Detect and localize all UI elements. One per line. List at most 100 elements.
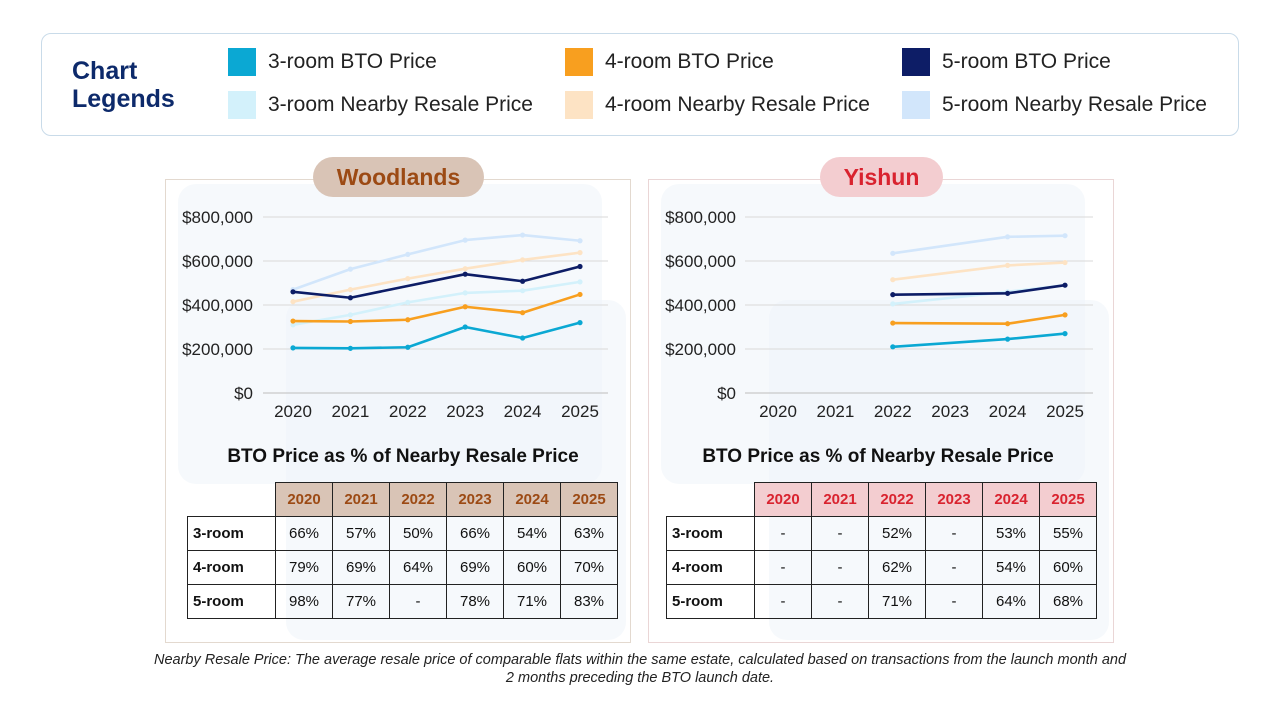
data-point: [1005, 262, 1011, 268]
table-cell: -: [754, 584, 812, 619]
data-point: [577, 238, 583, 244]
data-point: [520, 257, 526, 263]
table-year-header: 2024: [982, 482, 1040, 517]
data-point: [520, 335, 526, 341]
data-point: [520, 278, 526, 284]
data-point: [347, 318, 353, 325]
x-tick-label: 2021: [331, 402, 369, 421]
x-tick-label: 2023: [931, 402, 969, 421]
data-point: [405, 251, 411, 257]
table-row: 3-room 66% 57% 50% 66% 54% 63%: [187, 516, 618, 551]
legend-item-5room-bto: 5-room BTO Price: [902, 48, 1111, 76]
data-point: [890, 301, 896, 307]
data-point: [1005, 234, 1011, 240]
table-cell: 68%: [1039, 584, 1097, 619]
woodlands-percent-table: 2020 2021 2022 2023 2024 2025 3-room 66% 57% 50% 6…: [187, 482, 618, 619]
table-year-header: 2020: [754, 482, 812, 517]
chart-legend: Chart Legends 3-room BTO Price 3-room Ne…: [41, 33, 1239, 136]
table-row: 4-room 79% 69% 64% 69% 60% 70%: [187, 550, 618, 585]
data-point: [1062, 331, 1068, 337]
data-point: [890, 292, 896, 298]
data-point: [890, 344, 896, 350]
data-point: [405, 344, 411, 350]
table-cell: 79%: [275, 550, 333, 585]
data-point: [520, 232, 526, 238]
table-cell: 60%: [503, 550, 561, 585]
series-line: [292, 251, 581, 303]
table-year-header: 2022: [868, 482, 926, 517]
y-tick-label: $800,000: [665, 208, 736, 227]
y-tick-label: $0: [717, 384, 736, 403]
data-point: [462, 290, 468, 296]
footnote: Nearby Resale Price: The average resale …: [153, 652, 1127, 686]
data-point: [290, 299, 296, 305]
x-tick-label: 2024: [989, 402, 1027, 421]
table-cell: -: [925, 516, 983, 551]
table-cell: -: [811, 516, 869, 551]
data-point: [462, 271, 468, 277]
legend-swatch: [902, 48, 930, 76]
table-row-label: 5-room: [666, 584, 755, 619]
table-cell: 71%: [868, 584, 926, 619]
legend-label: 4-room BTO Price: [605, 50, 774, 73]
data-point: [577, 279, 583, 285]
legend-label: 5-room Nearby Resale Price: [942, 93, 1207, 116]
y-tick-label: $200,000: [182, 340, 253, 359]
legend-swatch: [228, 91, 256, 119]
data-point: [462, 324, 468, 330]
y-tick-label: $400,000: [182, 296, 253, 315]
table-year-header: 2022: [389, 482, 447, 517]
data-point: [347, 287, 353, 293]
table-cell: 70%: [560, 550, 618, 585]
series-line: [292, 321, 581, 350]
table-year-header: 2021: [811, 482, 869, 517]
table-cell: 77%: [332, 584, 390, 619]
yishun-table-title: BTO Price as % of Nearby Resale Price: [702, 446, 1054, 467]
table-year-header: 2023: [446, 482, 504, 517]
series-line: [892, 313, 1066, 326]
series-line: [292, 233, 581, 291]
data-point: [405, 276, 411, 282]
y-tick-label: $400,000: [665, 296, 736, 315]
y-tick-label: $0: [234, 384, 253, 403]
y-tick-label: $600,000: [182, 252, 253, 271]
y-tick-label: $800,000: [182, 208, 253, 227]
data-point: [347, 295, 353, 301]
data-point: [347, 312, 353, 318]
data-point: [577, 263, 583, 270]
legend-item-4room-bto: 4-room BTO Price: [565, 48, 774, 76]
data-point: [462, 266, 468, 272]
x-tick-label: 2020: [274, 402, 312, 421]
legend-item-3room-resale: 3-room Nearby Resale Price: [228, 91, 533, 119]
table-row: 5-room 98% 77% -78% 71% 83%: [187, 584, 618, 619]
data-point: [290, 345, 296, 351]
table-year-header: 2021: [332, 482, 390, 517]
series-line: [892, 283, 1066, 296]
yishun-title: Yishun: [820, 157, 943, 197]
data-point: [890, 277, 896, 283]
data-point: [405, 299, 411, 305]
data-point: [1062, 312, 1068, 318]
x-tick-label: 2025: [1046, 402, 1084, 421]
table-cell: -: [754, 550, 812, 585]
table-row-label: 4-room: [666, 550, 755, 585]
table-cell: 98%: [275, 584, 333, 619]
x-tick-label: 2023: [446, 402, 484, 421]
table-cell: 66%: [446, 516, 504, 551]
legend-label: 4-room Nearby Resale Price: [605, 93, 870, 116]
data-point: [347, 345, 353, 351]
yishun-percent-table: 2020 2021 2022 2023 2024 2025 3-room - -52% -53% 5…: [666, 482, 1097, 619]
data-point: [890, 250, 896, 256]
series-line: [292, 280, 581, 327]
woodlands-title: Woodlands: [313, 157, 484, 197]
data-point: [462, 237, 468, 243]
table-row-label: 3-room: [187, 516, 276, 551]
table-cell: 83%: [560, 584, 618, 619]
data-point: [1062, 259, 1068, 266]
table-year-header: 2023: [925, 482, 983, 517]
table-cell: 62%: [868, 550, 926, 585]
table-cell: -: [925, 550, 983, 585]
legend-swatch: [565, 48, 593, 76]
table-cell: -: [811, 584, 869, 619]
table-cell: 50%: [389, 516, 447, 551]
